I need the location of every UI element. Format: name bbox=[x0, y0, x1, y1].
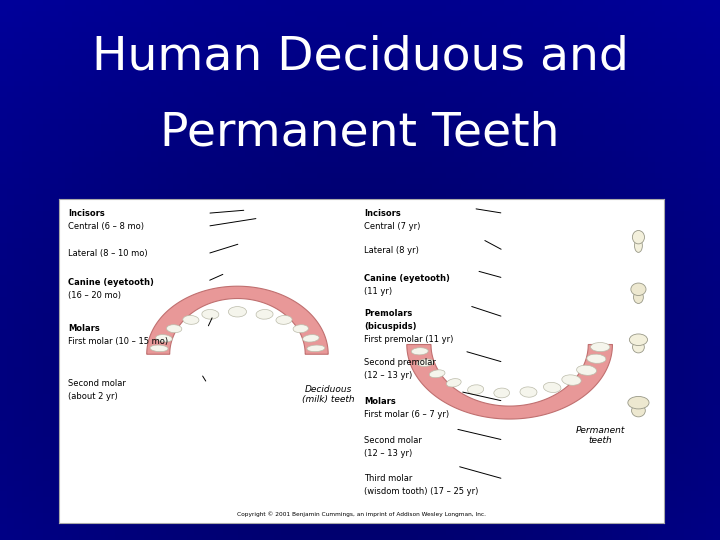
Text: Incisors: Incisors bbox=[364, 209, 401, 218]
Ellipse shape bbox=[562, 375, 581, 385]
Ellipse shape bbox=[418, 359, 433, 367]
Ellipse shape bbox=[628, 396, 649, 409]
Ellipse shape bbox=[302, 335, 319, 342]
Ellipse shape bbox=[156, 335, 172, 342]
Text: First molar (6 – 7 yr): First molar (6 – 7 yr) bbox=[364, 410, 449, 418]
Text: Molars: Molars bbox=[364, 397, 396, 406]
Text: (bicuspids): (bicuspids) bbox=[364, 322, 417, 331]
Text: (12 – 13 yr): (12 – 13 yr) bbox=[364, 449, 413, 457]
Ellipse shape bbox=[632, 231, 644, 244]
Ellipse shape bbox=[633, 341, 644, 353]
Polygon shape bbox=[407, 345, 613, 419]
Ellipse shape bbox=[631, 404, 645, 417]
Text: Incisors: Incisors bbox=[68, 209, 105, 218]
Ellipse shape bbox=[634, 239, 642, 252]
Ellipse shape bbox=[429, 370, 445, 377]
Ellipse shape bbox=[587, 354, 606, 363]
Text: Permanent
teeth: Permanent teeth bbox=[576, 426, 625, 445]
Ellipse shape bbox=[307, 345, 325, 352]
Ellipse shape bbox=[228, 307, 246, 317]
Text: Second premolar: Second premolar bbox=[364, 358, 436, 367]
Ellipse shape bbox=[202, 309, 219, 319]
Text: Central (6 – 8 mo): Central (6 – 8 mo) bbox=[68, 222, 144, 231]
Ellipse shape bbox=[577, 365, 596, 375]
Text: (11 yr): (11 yr) bbox=[364, 287, 392, 295]
Ellipse shape bbox=[544, 382, 561, 393]
Text: Molars: Molars bbox=[68, 324, 100, 333]
Ellipse shape bbox=[276, 315, 292, 325]
Ellipse shape bbox=[166, 325, 182, 333]
Text: Permanent Teeth: Permanent Teeth bbox=[161, 111, 559, 156]
Text: (12 – 13 yr): (12 – 13 yr) bbox=[364, 371, 413, 380]
Text: (16 – 20 mo): (16 – 20 mo) bbox=[68, 292, 121, 300]
Text: (wisdom tooth) (17 – 25 yr): (wisdom tooth) (17 – 25 yr) bbox=[364, 488, 479, 496]
Text: Human Deciduous and: Human Deciduous and bbox=[91, 35, 629, 80]
Ellipse shape bbox=[590, 342, 610, 352]
Ellipse shape bbox=[411, 348, 428, 355]
Ellipse shape bbox=[256, 309, 273, 319]
Ellipse shape bbox=[293, 325, 308, 333]
Ellipse shape bbox=[446, 379, 461, 387]
Ellipse shape bbox=[467, 385, 484, 394]
Text: First molar (10 – 15 mo): First molar (10 – 15 mo) bbox=[68, 337, 168, 346]
Text: Copyright © 2001 Benjamin Cummings, an imprint of Addison Wesley Longman, Inc.: Copyright © 2001 Benjamin Cummings, an i… bbox=[237, 512, 486, 517]
Text: (about 2 yr): (about 2 yr) bbox=[68, 392, 118, 401]
Text: Lateral (8 yr): Lateral (8 yr) bbox=[364, 246, 419, 255]
Text: Canine (eyetooth): Canine (eyetooth) bbox=[364, 274, 450, 282]
Ellipse shape bbox=[634, 291, 644, 303]
Text: Premolars: Premolars bbox=[364, 309, 413, 318]
Ellipse shape bbox=[183, 315, 199, 325]
Ellipse shape bbox=[520, 387, 537, 397]
Polygon shape bbox=[147, 286, 328, 354]
Text: Canine (eyetooth): Canine (eyetooth) bbox=[68, 279, 154, 287]
Ellipse shape bbox=[150, 345, 168, 352]
Text: Second molar: Second molar bbox=[68, 379, 126, 388]
Ellipse shape bbox=[629, 334, 647, 346]
Text: Central (7 yr): Central (7 yr) bbox=[364, 222, 420, 231]
Text: First premolar (11 yr): First premolar (11 yr) bbox=[364, 335, 454, 344]
Text: Lateral (8 – 10 mo): Lateral (8 – 10 mo) bbox=[68, 249, 148, 258]
Ellipse shape bbox=[631, 283, 646, 295]
Text: Deciduous
(milk) teeth: Deciduous (milk) teeth bbox=[302, 385, 354, 404]
Ellipse shape bbox=[494, 388, 510, 398]
Text: Second molar: Second molar bbox=[364, 436, 423, 444]
Text: Third molar: Third molar bbox=[364, 475, 413, 483]
